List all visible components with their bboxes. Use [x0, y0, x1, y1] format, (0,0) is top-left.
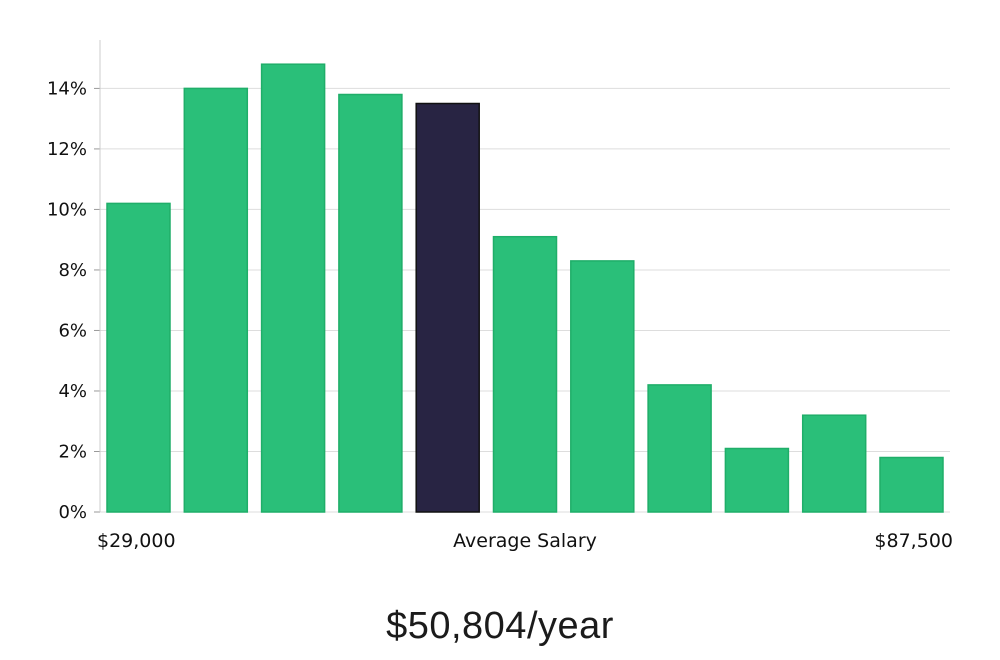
bar-average-highlight [415, 102, 480, 513]
x-label-min: $29,000 [97, 530, 176, 552]
y-axis-ticks: 0% 2% 4% 6% 8% 10% 12% 14% [47, 78, 100, 523]
bar [724, 447, 790, 513]
y-tick-label: 0% [58, 502, 87, 523]
bar [647, 384, 712, 513]
bar [801, 414, 867, 513]
average-salary-value: $50,804/year [386, 605, 614, 647]
y-tick-label: 12% [47, 139, 87, 160]
y-tick-label: 10% [47, 199, 87, 220]
x-label-max: $87,500 [874, 530, 953, 552]
y-tick-label: 8% [58, 260, 87, 281]
bars [106, 63, 944, 513]
y-tick-label: 4% [58, 381, 87, 402]
bar [338, 93, 403, 513]
salary-distribution-chart: 0% 2% 4% 6% 8% 10% 12% 14% $29,000 Average Sala… [47, 40, 953, 552]
y-tick-label: 6% [58, 320, 87, 341]
bar [570, 260, 635, 513]
bar [106, 202, 171, 513]
y-tick-label: 2% [58, 441, 87, 462]
x-label-average: Average Salary [453, 530, 597, 552]
y-tick-label: 14% [47, 78, 87, 99]
bar [492, 235, 558, 513]
bar [260, 63, 326, 513]
bar [879, 456, 944, 513]
bar [183, 87, 249, 513]
